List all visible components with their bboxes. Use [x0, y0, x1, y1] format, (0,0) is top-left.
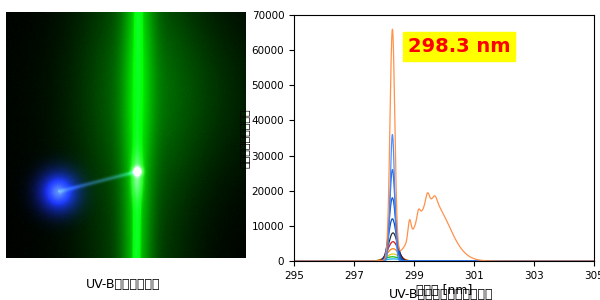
- Y-axis label: 光强度［相对强度］: 光强度［相对强度］: [240, 108, 250, 168]
- X-axis label: 光波长 [nm]: 光波长 [nm]: [416, 284, 472, 296]
- Text: UV-B激光器振荡的发光光谱: UV-B激光器振荡的发光光谱: [389, 287, 493, 300]
- Text: UV-B激光器的振荡: UV-B激光器的振荡: [86, 278, 160, 292]
- Text: 298.3 nm: 298.3 nm: [408, 37, 510, 56]
